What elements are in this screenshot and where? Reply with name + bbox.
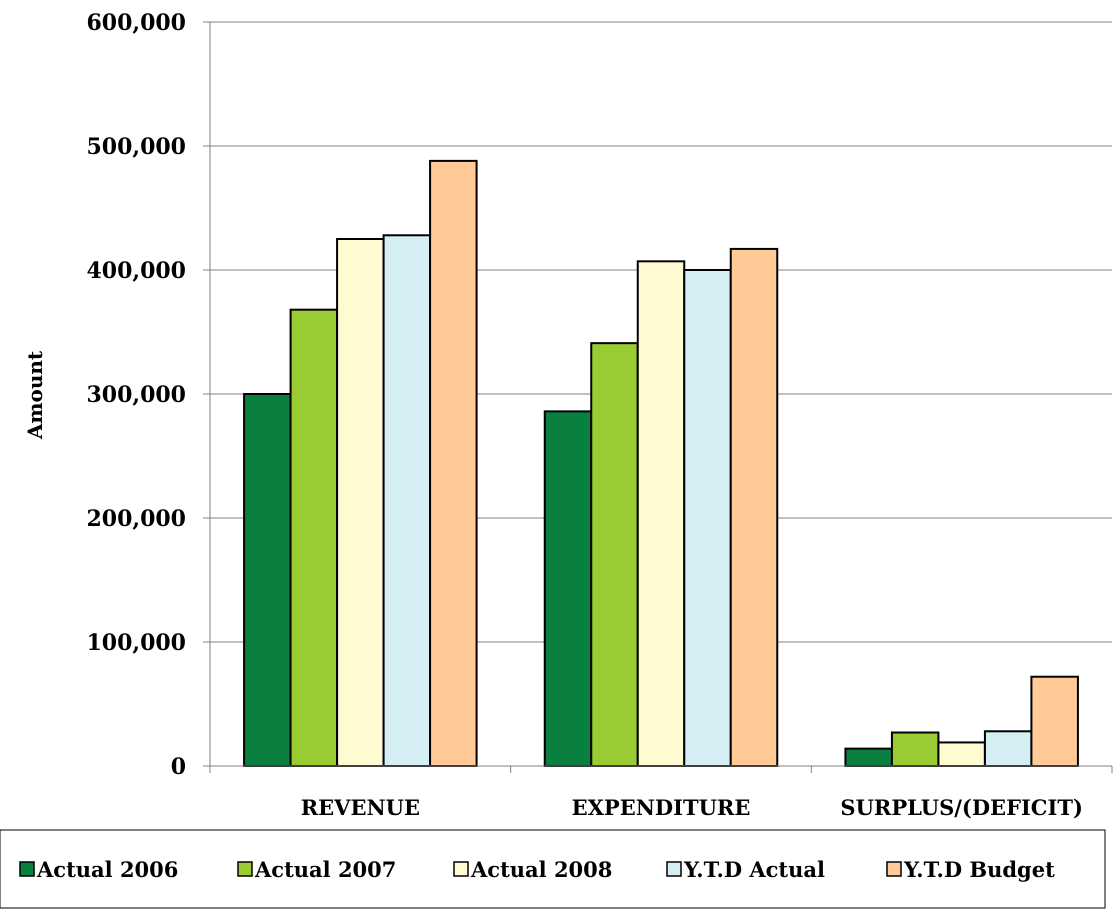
legend: Actual 2006 Actual 2007 Actual 2008 Y.T.D A… [0, 829, 1106, 909]
legend-swatch [666, 861, 682, 877]
x-category-label: SURPLUS/(DEFICIT) [840, 795, 1082, 820]
y-tick-labels: 0 100,000 200,000 300,000 400,000 500,000 600,… [86, 10, 186, 780]
y-tick-label: 200,000 [86, 506, 186, 532]
y-tick-label: 400,000 [86, 258, 186, 284]
legend-swatch [886, 861, 902, 877]
y-tick-label: 500,000 [86, 134, 186, 160]
bar-2-1 [890, 731, 940, 768]
y-tick-label: 600,000 [86, 10, 186, 36]
x-category-label: EXPENDITURE [572, 795, 751, 820]
y-tick-label: 0 [171, 754, 186, 780]
legend-label: Y.T.D Budget [903, 857, 1055, 882]
legend-frame [0, 829, 1106, 909]
bar-0-2 [336, 238, 385, 767]
bars [243, 159, 1079, 768]
bar-2-3 [983, 730, 1033, 768]
bar-0-4 [429, 159, 478, 767]
legend-swatch [453, 861, 469, 877]
y-tick-label: 100,000 [86, 630, 186, 656]
bar-1-0 [543, 410, 593, 767]
bar-0-3 [382, 234, 432, 767]
bar-2-2 [937, 741, 986, 768]
y-tick-label: 300,000 [86, 382, 186, 408]
legend-label: Actual 2008 [470, 857, 612, 882]
bar-1-1 [590, 342, 639, 767]
bar-1-4 [729, 247, 779, 768]
category-labels: REVENUE EXPENDITURE SURPLUS/(DEFICIT) [301, 795, 1083, 820]
legend-label: Y.T.D Actual [683, 857, 825, 882]
x-category-label: REVENUE [301, 795, 420, 820]
bar-2-4 [1030, 675, 1079, 767]
legend-swatch [237, 861, 253, 877]
bar-1-2 [636, 260, 686, 767]
legend-label: Actual 2007 [254, 857, 396, 882]
y-axis-title: Amount [23, 350, 47, 440]
axes [209, 22, 1113, 773]
bar-0-1 [289, 308, 339, 767]
legend-swatch [19, 861, 35, 877]
bar-2-0 [844, 747, 893, 768]
bar-0-0 [243, 393, 292, 767]
legend-label: Actual 2006 [36, 857, 178, 882]
bar-1-3 [683, 269, 732, 767]
